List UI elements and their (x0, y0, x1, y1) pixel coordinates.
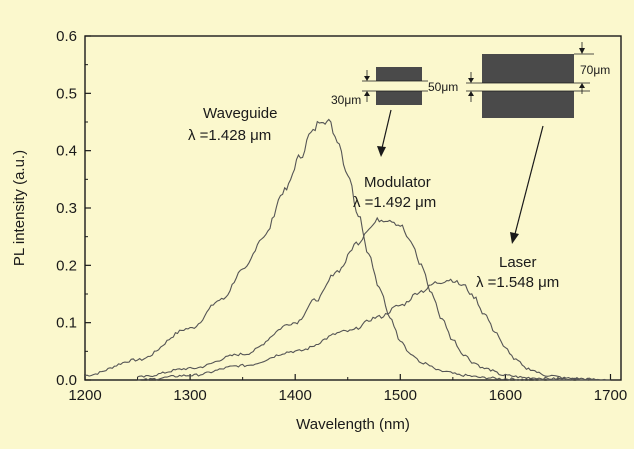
series-laser-line (137, 278, 611, 381)
laser-width-dim-arrowhead-top (579, 48, 585, 54)
modulator-dim-arrowhead-top (364, 76, 370, 81)
inset-50um-label: 50μm (428, 80, 458, 94)
waveguide-label: Waveguide (203, 105, 278, 122)
laser-pointer-arrow (514, 125, 544, 235)
modulator-label: Modulator (364, 174, 431, 191)
waveguide-peak-label: λ =1.428 μm (188, 127, 271, 144)
series-modulator-line (137, 216, 611, 381)
inset-30um-label: 30μm (331, 93, 361, 107)
inset-modulator-diagram: 30μm (331, 67, 428, 157)
x-tick-label-1400: 1400 (279, 387, 312, 404)
curves (84, 118, 611, 381)
y-tick-label-0.6: 0.6 (56, 28, 77, 45)
modulator-bar-bottom (376, 91, 422, 105)
inset-laser-diagram: 50μm 70μm (428, 42, 610, 244)
x-tick-label-1300: 1300 (173, 387, 206, 404)
x-axis-title: Wavelength (nm) (296, 416, 410, 433)
laser-label: Laser (499, 254, 537, 271)
laser-peak-label: λ =1.548 μm (476, 274, 559, 291)
y-tick-label-0.0: 0.0 (56, 372, 77, 389)
laser-pointer-arrowhead (510, 232, 519, 244)
laser-bar-top (482, 54, 574, 83)
x-tick-label-1700: 1700 (594, 387, 627, 404)
modulator-pointer-arrowhead (377, 146, 386, 157)
modulator-peak-label: λ =1.492 μm (353, 194, 436, 211)
modulator-bar-top (376, 67, 422, 81)
axis-ticks: 1200 1300 1400 1500 1600 1700 0.0 0.1 0.2 0.3 0.4 0… (56, 28, 627, 404)
laser-width-dim-arrowhead-bottom (579, 83, 585, 88)
laser-bar-bottom (482, 91, 574, 118)
laser-gap-dim-arrowhead-top (468, 78, 474, 83)
x-tick-label-1600: 1600 (489, 387, 522, 404)
y-tick-label-0.3: 0.3 (56, 200, 77, 217)
y-tick-label-0.1: 0.1 (56, 315, 77, 332)
x-tick-label-1500: 1500 (384, 387, 417, 404)
y-tick-label-0.4: 0.4 (56, 143, 77, 160)
y-tick-label-0.5: 0.5 (56, 85, 77, 102)
y-axis-title: PL intensity (a.u.) (11, 150, 28, 266)
series-waveguide-line (84, 118, 611, 381)
x-tick-label-1200: 1200 (68, 387, 101, 404)
laser-gap-dim-arrowhead-bottom (468, 91, 474, 96)
modulator-pointer-arrow (381, 109, 392, 149)
y-tick-label-0.2: 0.2 (56, 257, 77, 274)
inset-70um-label: 70μm (580, 63, 610, 77)
modulator-dim-arrowhead-bottom (364, 91, 370, 96)
